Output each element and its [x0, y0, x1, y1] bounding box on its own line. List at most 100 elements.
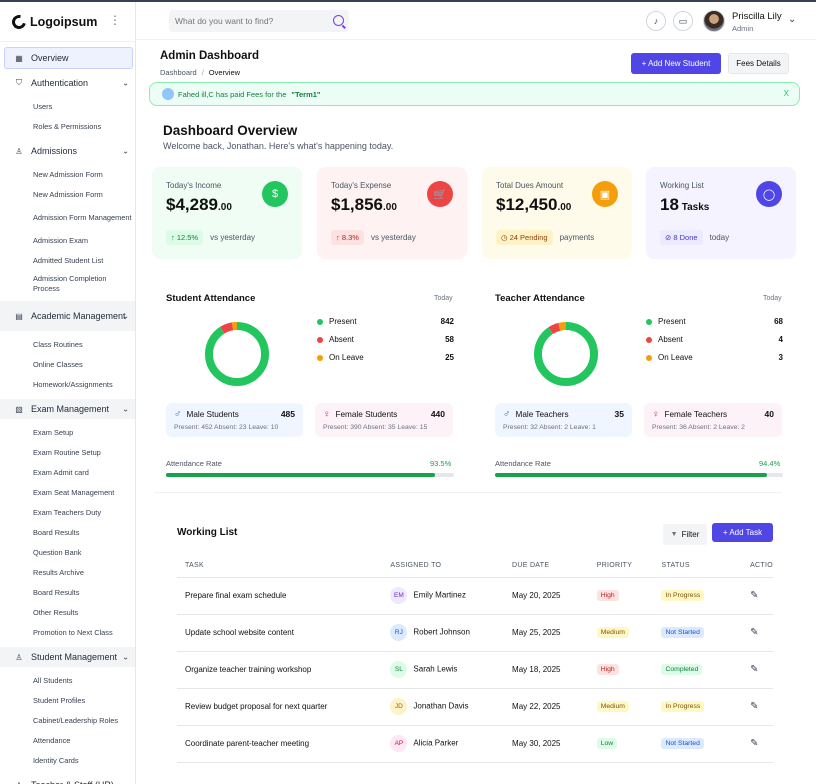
avatar[interactable] — [703, 10, 725, 32]
sidebar-item[interactable]: Student Profiles — [33, 696, 86, 705]
sidebar-item[interactable]: Exam Setup — [33, 428, 74, 437]
add-new-student-button[interactable]: + Add New Student — [631, 53, 721, 74]
table-row[interactable]: Organize teacher training workshop SL Sar… — [177, 651, 773, 689]
overview-title: Dashboard Overview — [163, 123, 298, 138]
sidebar-group-admissions[interactable]: ♙ Admissions ⌄ — [0, 141, 135, 161]
stat-card[interactable]: Today's Income $4,289.00 $ ↑ 12.5% vs ye… — [152, 167, 302, 259]
breadcrumb-dashboard[interactable]: Dashboard — [160, 68, 197, 77]
sidebar-item[interactable]: Question Bank — [33, 548, 82, 557]
sidebar-item[interactable]: Exam Admit card — [33, 468, 89, 477]
column-header[interactable]: ACTIO — [742, 555, 773, 578]
table-header: TASK ASSIGNED TO DUE DATE PRIORITY STATUS ACT… — [177, 555, 773, 578]
filter-button[interactable]: ▼ Filter — [663, 524, 707, 545]
task-cell: Update school website content — [177, 614, 383, 652]
sidebar-item[interactable]: Results Archive — [33, 568, 84, 577]
column-header[interactable]: PRIORITY — [588, 555, 654, 578]
search-icon[interactable] — [333, 15, 344, 26]
chevron-down-icon[interactable]: ⌄ — [122, 404, 129, 414]
column-header[interactable]: DUE DATE — [504, 555, 589, 578]
breadcrumb: Dashboard / Overview — [160, 68, 240, 77]
action-cell: ✎ — [742, 725, 773, 763]
stat-value: 18 Tasks — [660, 195, 796, 215]
chevron-down-icon[interactable]: ⌄ — [122, 311, 129, 321]
legend-value: 842 — [440, 317, 454, 326]
stat-card[interactable]: Working List 18 Tasks ◯ ⊘ 8 Done today — [646, 167, 796, 259]
table-row[interactable]: Prepare final exam schedule EM Emily Mart… — [177, 577, 773, 615]
sidebar-item[interactable]: Board Results — [33, 528, 80, 537]
sidebar-item[interactable]: Admission Form Management — [33, 213, 132, 222]
assignee-avatar: EM — [390, 587, 408, 604]
sidebar-item[interactable]: Admission Completion Process — [33, 274, 107, 293]
sidebar-item[interactable]: Homework/Assignments — [33, 380, 113, 389]
due-date-cell: May 20, 2025 — [504, 577, 589, 615]
sidebar-item[interactable]: Exam Seat Management — [33, 488, 115, 497]
female-box: ♀ Female Students 440 Present: 390 Absent… — [315, 403, 453, 437]
add-task-button[interactable]: + Add Task — [712, 523, 773, 542]
sidebar-group-exam-management[interactable]: ▧ Exam Management ⌄ — [0, 399, 135, 419]
chevron-down-icon[interactable]: ⌄ — [122, 146, 129, 156]
more-vertical-icon[interactable]: ⋮ — [109, 13, 121, 27]
table-row[interactable]: Review budget proposal for next quarter … — [177, 688, 773, 726]
sidebar-item[interactable]: Exam Routine Setup — [33, 448, 101, 457]
stat-decimal: .00 — [557, 202, 572, 213]
sidebar-item[interactable]: Online Classes — [33, 360, 83, 369]
search-input[interactable] — [175, 16, 325, 26]
column-header[interactable]: TASK — [177, 555, 383, 578]
due-date-cell: May 30, 2025 — [504, 725, 589, 763]
sidebar-group-teacher-staff-hr[interactable]: ♙ Teacher & Staff (HR)⌄ — [0, 775, 135, 784]
sidebar-item[interactable]: All Students — [33, 676, 73, 685]
sidebar-item[interactable]: New Admission Form — [33, 190, 103, 199]
donut-segment-on-leave — [534, 322, 598, 386]
chevron-down-icon[interactable]: ⌄ — [122, 652, 129, 662]
sidebar-item[interactable]: Admission Exam — [33, 236, 89, 245]
edit-icon[interactable]: ✎ — [750, 627, 759, 638]
table-row[interactable]: Update school website content RJ Robert J… — [177, 614, 773, 652]
column-header[interactable]: STATUS — [653, 555, 743, 578]
table-row[interactable]: Coordinate parent-teacher meeting AP Alic… — [177, 725, 773, 763]
logo[interactable]: Logoipsum ⋮ — [0, 2, 135, 42]
edit-icon[interactable]: ✎ — [750, 701, 759, 712]
close-icon[interactable]: X — [783, 89, 789, 98]
sidebar-group-student-management[interactable]: ♙ Student Management ⌄ — [0, 647, 135, 667]
donut-segment-on-leave — [205, 322, 269, 386]
sidebar-item[interactable]: Admitted Student List — [33, 256, 104, 265]
stat-decimal: .00 — [383, 202, 397, 213]
status-badge: Not Started — [661, 627, 704, 638]
sidebar-group-label: Teacher & Staff (HR) — [31, 780, 135, 784]
chevron-down-icon[interactable]: ⌄ — [122, 781, 129, 784]
male-count: 485 — [280, 409, 295, 419]
sidebar-item[interactable]: Class Routines — [33, 340, 83, 349]
search-box[interactable] — [169, 10, 349, 32]
fees-details-button[interactable]: Fees Details — [728, 53, 789, 74]
sidebar-item[interactable]: Roles & Permissions — [33, 122, 102, 131]
stat-card[interactable]: Total Dues Amount $12,450.00 ▣ ◷ 24 Pend… — [482, 167, 632, 259]
sidebar-item[interactable]: New Admission Form — [33, 170, 103, 179]
sidebar-group-academic-management[interactable]: ▤ Academic Management ⌄ — [0, 301, 135, 331]
sidebar-item[interactable]: Attendance — [33, 736, 71, 745]
stat-label: Today's Expense — [331, 181, 392, 190]
edit-icon[interactable]: ✎ — [750, 664, 759, 675]
sidebar-group-authentication[interactable]: ⛉ Authentication ⌄ — [0, 73, 135, 93]
sidebar-item[interactable]: Board Results — [33, 588, 80, 597]
notification-bell-icon[interactable]: ♪ — [646, 11, 666, 31]
stat-card[interactable]: Today's Expense $1,856.00 🛒 ↑ 8.3% vs ye… — [317, 167, 467, 259]
exam-icon: ▧ — [15, 404, 23, 414]
section-divider — [154, 492, 782, 493]
chevron-down-icon[interactable]: ⌄ — [122, 78, 129, 88]
edit-icon[interactable]: ✎ — [750, 590, 759, 601]
priority-cell: High — [588, 577, 654, 615]
sidebar-item[interactable]: Users — [33, 102, 53, 111]
male-count: 35 — [614, 409, 624, 419]
sidebar-group-overview[interactable]: ▦ Overview — [4, 47, 133, 69]
sidebar-item[interactable]: Other Results — [33, 608, 79, 617]
column-header[interactable]: ASSIGNED TO — [382, 555, 505, 578]
sidebar-item[interactable]: Exam Teachers Duty — [33, 508, 102, 517]
sidebar-item[interactable]: Cabinet/Leadership Roles — [33, 716, 119, 725]
chat-icon[interactable]: ▭ — [673, 11, 693, 31]
chevron-down-icon[interactable]: ⌄ — [788, 14, 797, 25]
sidebar-item[interactable]: Promotion to Next Class — [33, 628, 113, 637]
sidebar-group-label: Authentication — [31, 77, 89, 88]
sidebar-item[interactable]: Identity Cards — [33, 756, 79, 765]
edit-icon[interactable]: ✎ — [750, 738, 759, 749]
stat-amount: $12,450 — [496, 195, 558, 214]
